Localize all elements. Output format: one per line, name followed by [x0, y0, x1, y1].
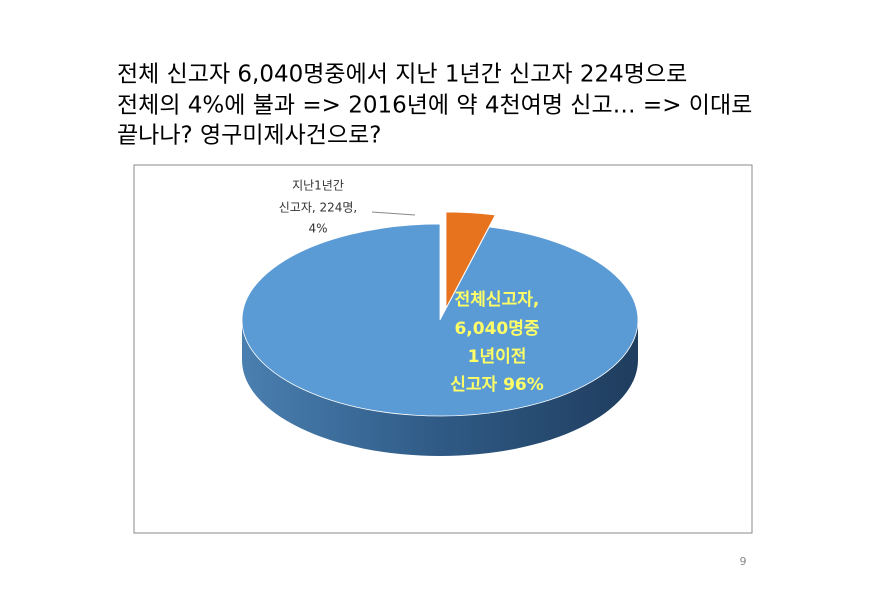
- value-label: 4%: [308, 222, 327, 236]
- data-label: 신고자: [450, 375, 497, 395]
- pie: [241, 211, 639, 456]
- pie-slice: [445, 211, 496, 309]
- data-label: 신고자, 224명,: [279, 201, 358, 215]
- data-label: 신고자 96%: [450, 375, 544, 395]
- data-label: 6,040명중: [454, 319, 539, 339]
- data-label: 지난1년간: [292, 179, 344, 193]
- pie-side: [242, 320, 638, 456]
- value-label: 96%: [503, 375, 544, 395]
- title-line: 전체 신고자 6,040명중에서 지난 1년간 신고자 224명으로: [117, 62, 687, 88]
- data-label: 전체신고자,: [455, 290, 540, 310]
- leader-line: [371, 211, 416, 216]
- pie-slice: [241, 223, 639, 417]
- title-line: 끝나나? 영구미제사건으로?: [117, 123, 382, 149]
- data-label: 1년이전: [468, 347, 527, 367]
- page-number: 9: [740, 555, 747, 568]
- title-line: 전체의 4%에 불과 => 2016년에 약 4천여명 신고… => 이대로: [117, 93, 752, 119]
